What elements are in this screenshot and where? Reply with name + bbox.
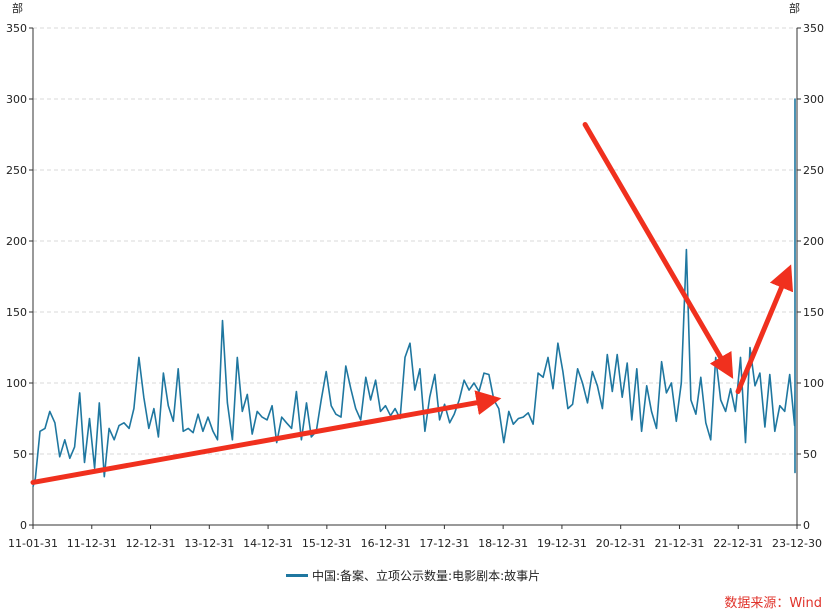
y-tick-label-left: 250: [6, 164, 27, 177]
x-tick-label: 11-01-31: [8, 537, 58, 550]
x-tick-label: 12-12-31: [126, 537, 176, 550]
x-tick-label: 16-12-31: [361, 537, 411, 550]
x-tick-label: 14-12-31: [243, 537, 293, 550]
chart-legend: 中国:备案、立项公示数量:电影剧本:故事片: [286, 567, 540, 584]
x-tick-label: 19-12-31: [537, 537, 587, 550]
data-source-note: 数据来源：Wind: [724, 596, 822, 611]
y-tick-label-right: 0: [803, 519, 810, 532]
trend-arrow: [30, 390, 502, 485]
series-line: [32, 98, 796, 487]
x-tick-label: 18-12-31: [478, 537, 528, 550]
x-tick-label: 21-12-31: [654, 537, 704, 550]
x-tick-label: 17-12-31: [419, 537, 469, 550]
y-tick-label-left: 300: [6, 93, 27, 106]
legend-label: 中国:备案、立项公示数量:电影剧本:故事片: [312, 569, 541, 583]
y-tick-label-left: 150: [6, 306, 27, 319]
x-tick-label: 15-12-31: [302, 537, 352, 550]
y-tick-label-right: 150: [803, 306, 824, 319]
y-tick-label-right: 250: [803, 164, 824, 177]
y-tick-label-right: 200: [803, 235, 824, 248]
y-unit-left: 部: [12, 1, 23, 15]
x-tick-label: 23-12-30: [772, 537, 822, 550]
trend-arrow: [582, 122, 734, 379]
x-tick-label: 22-12-31: [713, 537, 763, 550]
y-tick-label-right: 50: [803, 448, 817, 461]
y-tick-label-left: 350: [6, 22, 27, 35]
legend-swatch: [286, 574, 308, 577]
y-tick-label-right: 350: [803, 22, 824, 35]
x-tick-label: 20-12-31: [596, 537, 646, 550]
y-tick-label-right: 300: [803, 93, 824, 106]
y-tick-label-left: 100: [6, 377, 27, 390]
y-tick-label-right: 100: [803, 377, 824, 390]
x-tick-label: 11-12-31: [67, 537, 117, 550]
trend-arrow: [735, 264, 794, 395]
x-tick-label: 13-12-31: [184, 537, 234, 550]
y-tick-label-left: 50: [13, 448, 27, 461]
y-tick-label-left: 0: [20, 519, 27, 532]
y-unit-right: 部: [789, 1, 800, 15]
y-tick-label-left: 200: [6, 235, 27, 248]
